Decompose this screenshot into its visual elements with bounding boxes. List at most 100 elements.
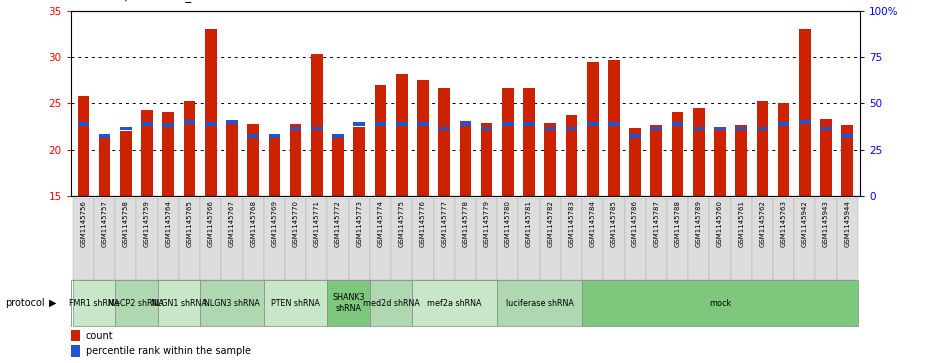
Text: GSM1145775: GSM1145775 xyxy=(398,200,405,247)
Bar xyxy=(455,198,476,280)
Text: GSM1145942: GSM1145942 xyxy=(802,200,808,247)
Text: MeCP2 shRNA: MeCP2 shRNA xyxy=(108,299,164,307)
Text: GSM1145774: GSM1145774 xyxy=(378,200,383,247)
Text: GSM1145772: GSM1145772 xyxy=(335,200,341,247)
Text: GDS4759 / 1436466_at: GDS4759 / 1436466_at xyxy=(66,0,203,2)
Bar xyxy=(608,122,620,126)
Bar xyxy=(328,198,349,280)
Bar xyxy=(120,127,132,130)
Bar xyxy=(460,121,471,196)
Text: GSM1145769: GSM1145769 xyxy=(271,200,277,247)
Bar xyxy=(115,281,157,326)
Bar xyxy=(77,122,89,126)
Bar xyxy=(375,122,386,126)
Bar xyxy=(799,29,811,196)
Bar xyxy=(645,198,667,280)
Bar xyxy=(689,198,709,280)
Bar xyxy=(841,134,853,138)
Bar xyxy=(841,125,853,196)
Bar xyxy=(714,127,726,196)
Text: count: count xyxy=(86,331,113,341)
Bar xyxy=(200,281,264,326)
Bar xyxy=(502,88,513,196)
Bar xyxy=(625,198,645,280)
Bar xyxy=(460,122,471,126)
Bar xyxy=(328,281,370,326)
Bar xyxy=(99,134,110,138)
Bar xyxy=(353,122,365,126)
Text: GSM1145944: GSM1145944 xyxy=(844,200,851,247)
Text: GSM1145768: GSM1145768 xyxy=(251,200,256,247)
Bar xyxy=(756,101,769,196)
Text: GSM1145761: GSM1145761 xyxy=(739,200,744,247)
Text: GSM1145787: GSM1145787 xyxy=(654,200,659,247)
Bar xyxy=(714,127,726,130)
Bar xyxy=(565,115,577,196)
Bar xyxy=(157,198,179,280)
Text: GSM1145781: GSM1145781 xyxy=(526,200,532,247)
Text: percentile rank within the sample: percentile rank within the sample xyxy=(86,346,251,356)
Bar xyxy=(587,122,598,126)
Bar xyxy=(179,198,200,280)
Bar xyxy=(162,123,174,126)
Bar xyxy=(438,88,450,196)
Bar xyxy=(417,80,429,196)
Text: med2d shRNA: med2d shRNA xyxy=(363,299,419,307)
Text: PTEN shRNA: PTEN shRNA xyxy=(271,299,320,307)
Bar xyxy=(497,198,518,280)
Text: GSM1145785: GSM1145785 xyxy=(611,200,617,247)
Bar xyxy=(290,127,301,130)
Bar xyxy=(268,134,280,138)
Bar xyxy=(582,198,603,280)
Bar xyxy=(268,136,280,196)
Bar xyxy=(264,198,285,280)
Bar xyxy=(311,54,323,196)
Bar xyxy=(71,330,80,341)
Bar xyxy=(375,85,386,196)
Text: GSM1145771: GSM1145771 xyxy=(314,200,319,247)
Bar xyxy=(523,122,535,126)
Bar xyxy=(608,60,620,196)
Text: GSM1145789: GSM1145789 xyxy=(696,200,702,247)
Bar xyxy=(756,127,769,130)
Text: GSM1145770: GSM1145770 xyxy=(293,200,299,247)
Text: GSM1145757: GSM1145757 xyxy=(102,200,107,247)
Bar xyxy=(184,120,195,124)
Bar xyxy=(752,198,773,280)
Text: GSM1145779: GSM1145779 xyxy=(483,200,490,247)
Bar xyxy=(226,124,237,196)
Text: GSM1145776: GSM1145776 xyxy=(420,200,426,247)
Text: GSM1145782: GSM1145782 xyxy=(547,200,553,247)
Bar xyxy=(603,198,625,280)
Text: GSM1145759: GSM1145759 xyxy=(144,200,150,247)
Bar xyxy=(778,102,789,196)
Text: GSM1145778: GSM1145778 xyxy=(463,200,468,247)
Text: GSM1145777: GSM1145777 xyxy=(441,200,447,247)
Bar xyxy=(413,198,433,280)
Text: GSM1145783: GSM1145783 xyxy=(568,200,575,247)
Bar xyxy=(667,198,689,280)
Text: GSM1145766: GSM1145766 xyxy=(207,200,214,247)
Bar xyxy=(248,134,259,138)
Bar xyxy=(836,198,858,280)
Text: GSM1145780: GSM1145780 xyxy=(505,200,511,247)
Bar xyxy=(370,198,391,280)
Bar xyxy=(71,345,80,357)
Text: GSM1145758: GSM1145758 xyxy=(122,200,129,247)
Text: NLGN3 shRNA: NLGN3 shRNA xyxy=(204,299,260,307)
Bar xyxy=(311,127,323,130)
Bar xyxy=(651,125,662,196)
Text: GSM1145756: GSM1145756 xyxy=(80,200,87,247)
Bar xyxy=(693,127,705,130)
Bar xyxy=(120,131,132,196)
Bar xyxy=(290,124,301,196)
Bar xyxy=(184,101,195,196)
Bar xyxy=(820,119,832,196)
Bar xyxy=(333,134,344,138)
Bar xyxy=(73,198,94,280)
Text: FMR1 shRNA: FMR1 shRNA xyxy=(69,299,120,307)
Bar xyxy=(391,198,413,280)
Bar xyxy=(480,123,493,196)
Text: GSM1145788: GSM1145788 xyxy=(674,200,680,247)
Bar xyxy=(693,108,705,196)
